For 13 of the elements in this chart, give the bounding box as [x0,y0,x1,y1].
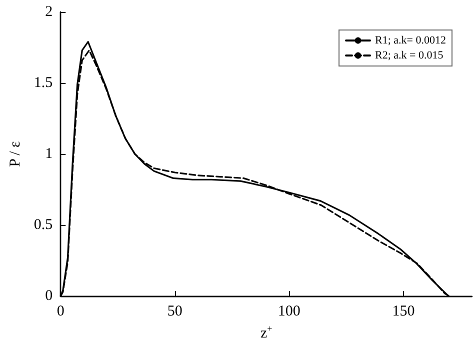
legend-label: R1; a.k= 0.0012 [375,34,446,46]
legend-label: R2; a.k = 0.015 [375,50,444,62]
x-tick-label: 50 [167,304,182,320]
y-tick-label: 0.5 [34,217,53,234]
x-tick-label: 100 [278,304,300,320]
x-tick-label: 0 [56,304,64,320]
y-tick-label: 0 [45,288,53,304]
y-tick-label: 1.5 [34,75,53,92]
y-tick-label: 2 [45,4,53,20]
x-axis-title: z+ [260,324,272,342]
x-tick-label: 150 [392,304,415,320]
y-axis-title: P / ε [8,141,24,167]
y-tick-label: 1 [45,146,53,162]
